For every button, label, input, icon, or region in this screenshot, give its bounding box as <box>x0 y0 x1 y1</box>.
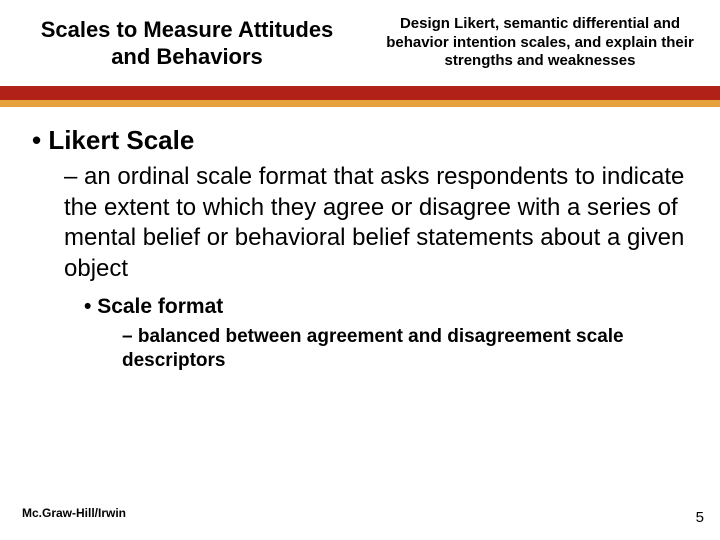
header: Scales to Measure Attitudes and Behavior… <box>0 0 720 86</box>
bullet-level3: • Scale format <box>84 295 694 319</box>
bullet-level2: – an ordinal scale format that asks resp… <box>64 162 694 285</box>
bullet-level4: – balanced between agreement and disagre… <box>122 325 694 373</box>
red-bar <box>0 86 720 100</box>
bullet-text: balanced between agreement and disagreem… <box>122 326 624 371</box>
slide: Scales to Measure Attitudes and Behavior… <box>0 0 720 540</box>
bullet-prefix: • <box>84 295 97 318</box>
bullet-prefix: – <box>122 326 138 347</box>
orange-bar <box>0 100 720 107</box>
page-number: 5 <box>696 509 704 526</box>
divider-bars <box>0 86 720 107</box>
bullet-level1: • Likert Scale <box>32 125 694 156</box>
slide-title: Scales to Measure Attitudes and Behavior… <box>28 16 346 71</box>
bullet-text: Likert Scale <box>48 125 194 155</box>
bullet-text: an ordinal scale format that asks respon… <box>64 163 684 282</box>
bullet-prefix: • <box>32 125 48 155</box>
slide-objective: Design Likert, semantic differential and… <box>384 15 696 71</box>
footer-publisher: Mc.Graw-Hill/Irwin <box>22 506 126 520</box>
content-area: • Likert Scale – an ordinal scale format… <box>0 107 720 372</box>
bullet-prefix: – <box>64 163 84 190</box>
bullet-text: Scale format <box>97 295 223 318</box>
header-left: Scales to Measure Attitudes and Behavior… <box>0 0 360 86</box>
header-right: Design Likert, semantic differential and… <box>360 0 720 86</box>
